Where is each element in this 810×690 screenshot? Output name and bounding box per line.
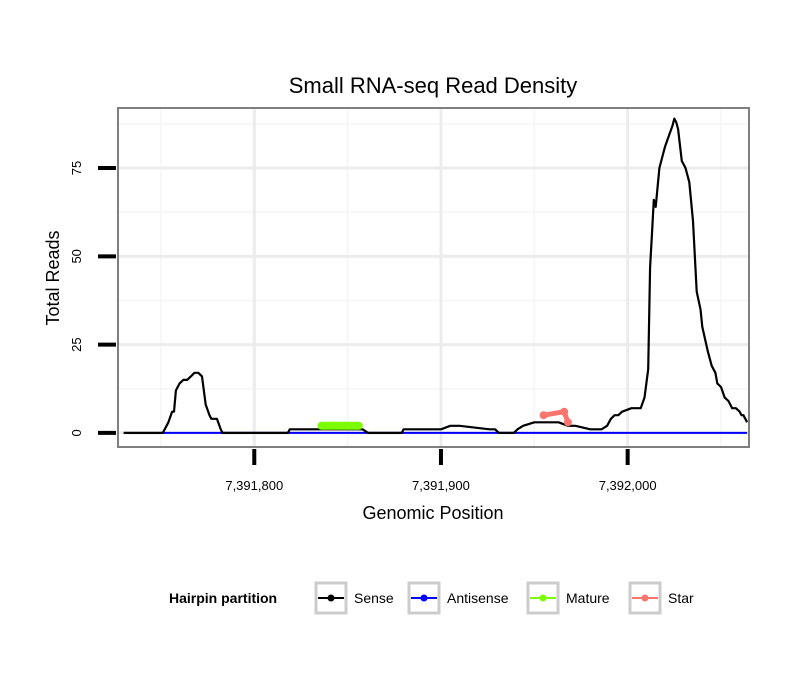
plot-border <box>117 107 750 448</box>
y-tick-label: 50 <box>69 249 84 263</box>
chart-title: Small RNA-seq Read Density <box>289 73 578 98</box>
y-tick-label: 0 <box>69 429 84 436</box>
legend-label: Mature <box>566 590 610 606</box>
legend-key-dot <box>420 594 428 602</box>
series-point-star <box>560 407 569 416</box>
legend-label: Sense <box>354 590 394 606</box>
x-tick-label: 7,391,900 <box>412 478 470 493</box>
legend-item-star: Star <box>628 581 694 615</box>
legend-item-antisense: Antisense <box>407 581 509 615</box>
y-tick-label: 25 <box>69 337 84 351</box>
legend-key-dot <box>327 594 335 602</box>
legend-item-mature: Mature <box>526 581 610 615</box>
x-tick-label: 7,391,800 <box>225 478 283 493</box>
legend: Hairpin partition Sense Antisense Mature St… <box>169 581 694 615</box>
legend-label: Antisense <box>447 590 509 606</box>
y-tick-label: 75 <box>69 161 84 175</box>
legend-title: Hairpin partition <box>169 590 277 606</box>
legend-key-dot <box>539 594 547 602</box>
series-point-star <box>563 418 572 427</box>
series-layer <box>123 117 749 434</box>
x-axis-label: Genomic Position <box>362 503 503 523</box>
x-tick-label: 7,392,000 <box>599 478 657 493</box>
axes: 7,391,800 7,391,900 7,392,000 0 25 50 75 <box>69 161 657 493</box>
legend-label: Star <box>668 590 694 606</box>
y-axis-label: Total Reads <box>43 230 63 325</box>
legend-item-sense: Sense <box>314 581 394 615</box>
series-point-star <box>539 411 548 420</box>
series-line-sense <box>123 117 749 434</box>
legend-key-dot <box>641 594 649 602</box>
plot-panel <box>118 108 749 447</box>
